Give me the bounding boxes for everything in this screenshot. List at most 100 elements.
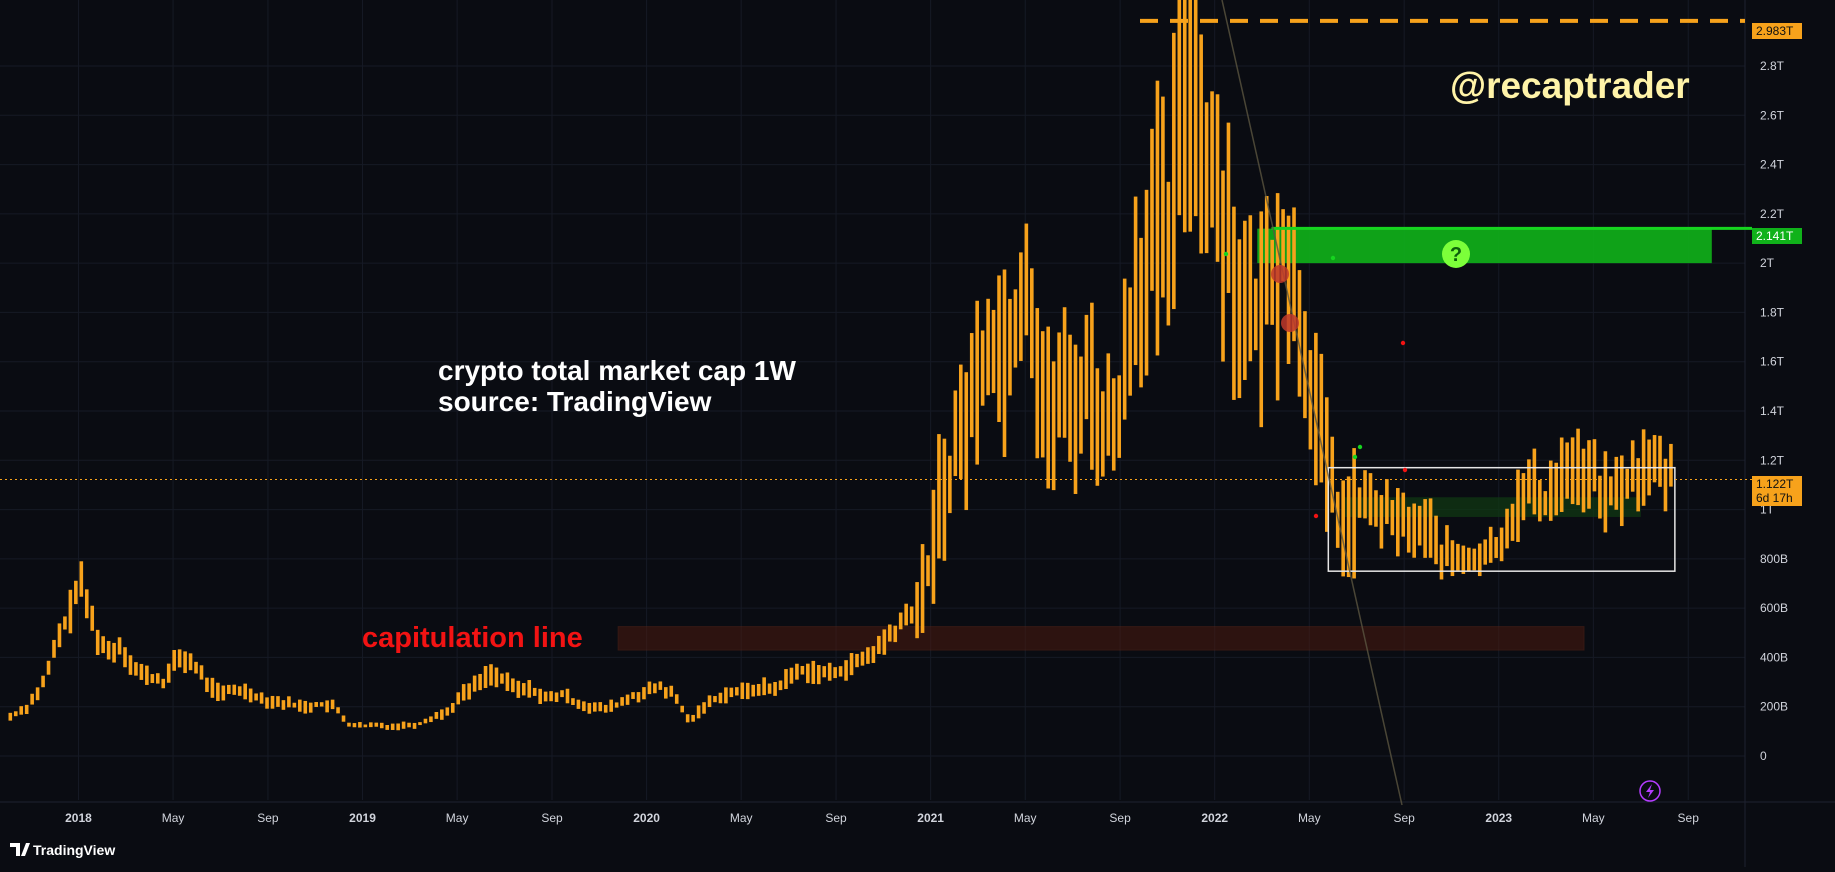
weekly-bar — [13, 711, 18, 717]
weekly-bar — [1467, 547, 1471, 572]
weekly-bar — [811, 660, 816, 684]
weekly-bar — [227, 684, 231, 695]
weekly-bar — [347, 722, 351, 727]
weekly-bar — [319, 702, 324, 707]
y-axis[interactable]: 0 200B 400B 600B 800B 1T 1.2T 1.4T 1.6T 1.8T 2T 2.2… — [1760, 59, 1788, 763]
weekly-bar — [636, 692, 641, 703]
weekly-bar — [1281, 209, 1285, 281]
weekly-bar — [1461, 545, 1466, 574]
weekly-bar — [1079, 356, 1083, 454]
weekly-bar — [1565, 442, 1569, 499]
weekly-bar — [1111, 378, 1116, 471]
weekly-bar — [1587, 440, 1591, 509]
weekly-bar — [1314, 332, 1318, 486]
weekly-bar — [653, 683, 657, 694]
weekly-bar — [467, 683, 471, 700]
weekly-bar — [915, 582, 919, 639]
weekly-bar — [571, 698, 575, 706]
weekly-bar — [440, 709, 444, 720]
weekly-bar — [1019, 252, 1023, 361]
weekly-bar — [598, 702, 603, 712]
weekly-bar — [1040, 331, 1045, 458]
y-tick-label: 800B — [1760, 552, 1788, 566]
weekly-bar — [816, 665, 821, 685]
weekly-bar — [1182, 0, 1187, 233]
weekly-bar — [1548, 460, 1553, 521]
weekly-bar — [1286, 215, 1291, 364]
weekly-bar — [931, 489, 936, 604]
weekly-bar — [101, 636, 105, 654]
x-tick-label: Sep — [1393, 811, 1415, 825]
weekly-bar — [1652, 435, 1657, 483]
weekly-bar — [1095, 368, 1100, 486]
weekly-bar — [767, 683, 772, 694]
weekly-bar — [287, 696, 291, 708]
weekly-bar — [511, 678, 515, 693]
weekly-bar — [139, 663, 144, 680]
weekly-bar — [920, 544, 925, 633]
x-axis[interactable]: 2018 May Sep 2019 May Sep 2020 May Sep 2021 May Sep… — [65, 811, 1699, 825]
weekly-bar — [948, 455, 952, 514]
weekly-bar — [259, 692, 264, 704]
weekly-bar — [145, 665, 149, 685]
weekly-bar — [521, 683, 526, 696]
weekly-bar — [210, 677, 215, 698]
weekly-bar — [461, 684, 466, 701]
signal-dot — [1313, 513, 1319, 519]
weekly-bar — [1139, 237, 1143, 388]
weekly-bar — [724, 687, 728, 704]
weekly-bar — [1434, 515, 1438, 565]
weekly-bar — [1516, 469, 1520, 542]
y-tick-label: 1.6T — [1760, 355, 1785, 369]
weekly-bar — [1030, 268, 1034, 379]
tradingview-logo[interactable]: TradingView — [10, 842, 115, 858]
weekly-bar — [926, 555, 930, 587]
weekly-bar — [63, 616, 67, 630]
signal-dot — [1400, 340, 1406, 346]
weekly-bar — [483, 665, 488, 688]
weekly-bar — [1324, 397, 1329, 532]
weekly-bar — [855, 653, 859, 668]
weekly-bar — [1494, 537, 1498, 558]
weekly-bar — [893, 625, 898, 643]
y-tick-label: 2.6T — [1760, 108, 1785, 122]
weekly-bar — [314, 702, 319, 707]
weekly-bar — [155, 673, 160, 684]
weekly-bar — [664, 687, 668, 699]
weekly-bar — [390, 723, 395, 730]
weekly-bar — [216, 682, 220, 702]
weekly-bar — [1008, 298, 1012, 396]
weekly-bar — [1406, 506, 1411, 553]
weekly-bar — [494, 667, 499, 688]
weekly-bar — [980, 330, 985, 406]
weekly-bar — [1199, 34, 1203, 254]
lightning-icon[interactable] — [1639, 780, 1661, 802]
weekly-bar — [975, 300, 979, 465]
weekly-bar — [1357, 487, 1362, 518]
weekly-bar — [117, 637, 122, 655]
weekly-bar — [1248, 215, 1253, 362]
weekly-bar — [1177, 0, 1182, 216]
y-tick-label: 600B — [1760, 601, 1788, 615]
weekly-bar — [74, 580, 78, 605]
y-tick-label: 2.8T — [1760, 59, 1785, 73]
signal-dot — [1402, 467, 1408, 473]
weekly-bar — [680, 705, 684, 713]
weekly-bar — [691, 714, 695, 722]
weekly-bar — [1062, 307, 1067, 438]
weekly-bar — [325, 700, 329, 713]
weekly-bar — [587, 702, 592, 714]
weekly-bar — [46, 660, 51, 675]
weekly-bar — [1237, 239, 1242, 399]
weekly-bar — [778, 680, 783, 691]
weekly-bar — [560, 690, 564, 698]
weekly-bar — [718, 692, 723, 704]
y-tick-label: 2.2T — [1760, 207, 1785, 221]
weekly-bar — [877, 635, 881, 654]
weekly-bar — [1166, 181, 1171, 326]
weekly-bar — [1570, 437, 1575, 505]
weekly-bar — [735, 687, 739, 696]
